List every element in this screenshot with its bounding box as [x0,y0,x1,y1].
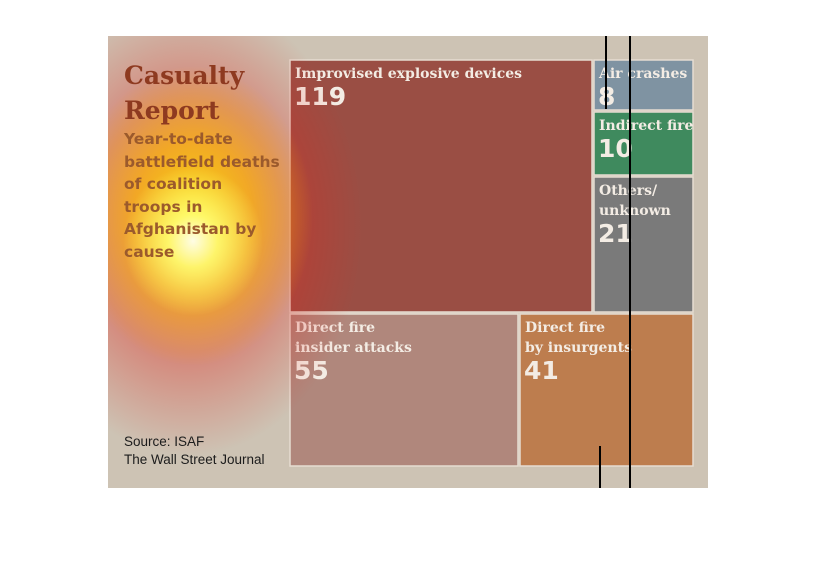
treemap-rect [593,176,694,313]
cell-label: Direct fire [525,320,605,336]
cell-value: 10 [598,134,633,163]
cell-label: Others/ [599,183,658,199]
chart-subtitle: Year-to-date battlefield deaths of coali… [124,130,280,261]
vertical-guide-line [605,36,607,109]
cell-value: 41 [524,356,559,385]
cell-value: 8 [598,82,615,111]
chart-title: Casualty Report [124,61,245,125]
vertical-guide-line [599,446,601,488]
cell-label: by insurgents [525,340,632,356]
cell-label: Direct fire [295,320,375,336]
cell-label: Improvised explosive devices [295,66,522,82]
cell-label: unknown [599,203,671,219]
source-note: Source: ISAF The Wall Street Journal [124,433,294,469]
cell-label: Air crashes [598,66,687,82]
treemap-rect [519,313,694,467]
publisher-line: The Wall Street Journal [124,452,265,467]
cell-value: 55 [294,356,329,385]
vertical-guide-line [629,36,631,488]
treemap-rect [593,111,694,176]
chart-card: Improvised explosive devices 119 Air crash… [108,36,708,488]
cell-value: 119 [294,82,346,111]
cell-label: Indirect fire [599,118,694,134]
treemap-rect [593,59,694,111]
cell-value: 21 [598,219,633,248]
cell-label: insider attacks [295,340,412,356]
source-line: Source: ISAF [124,434,205,449]
treemap-rect [289,313,519,467]
